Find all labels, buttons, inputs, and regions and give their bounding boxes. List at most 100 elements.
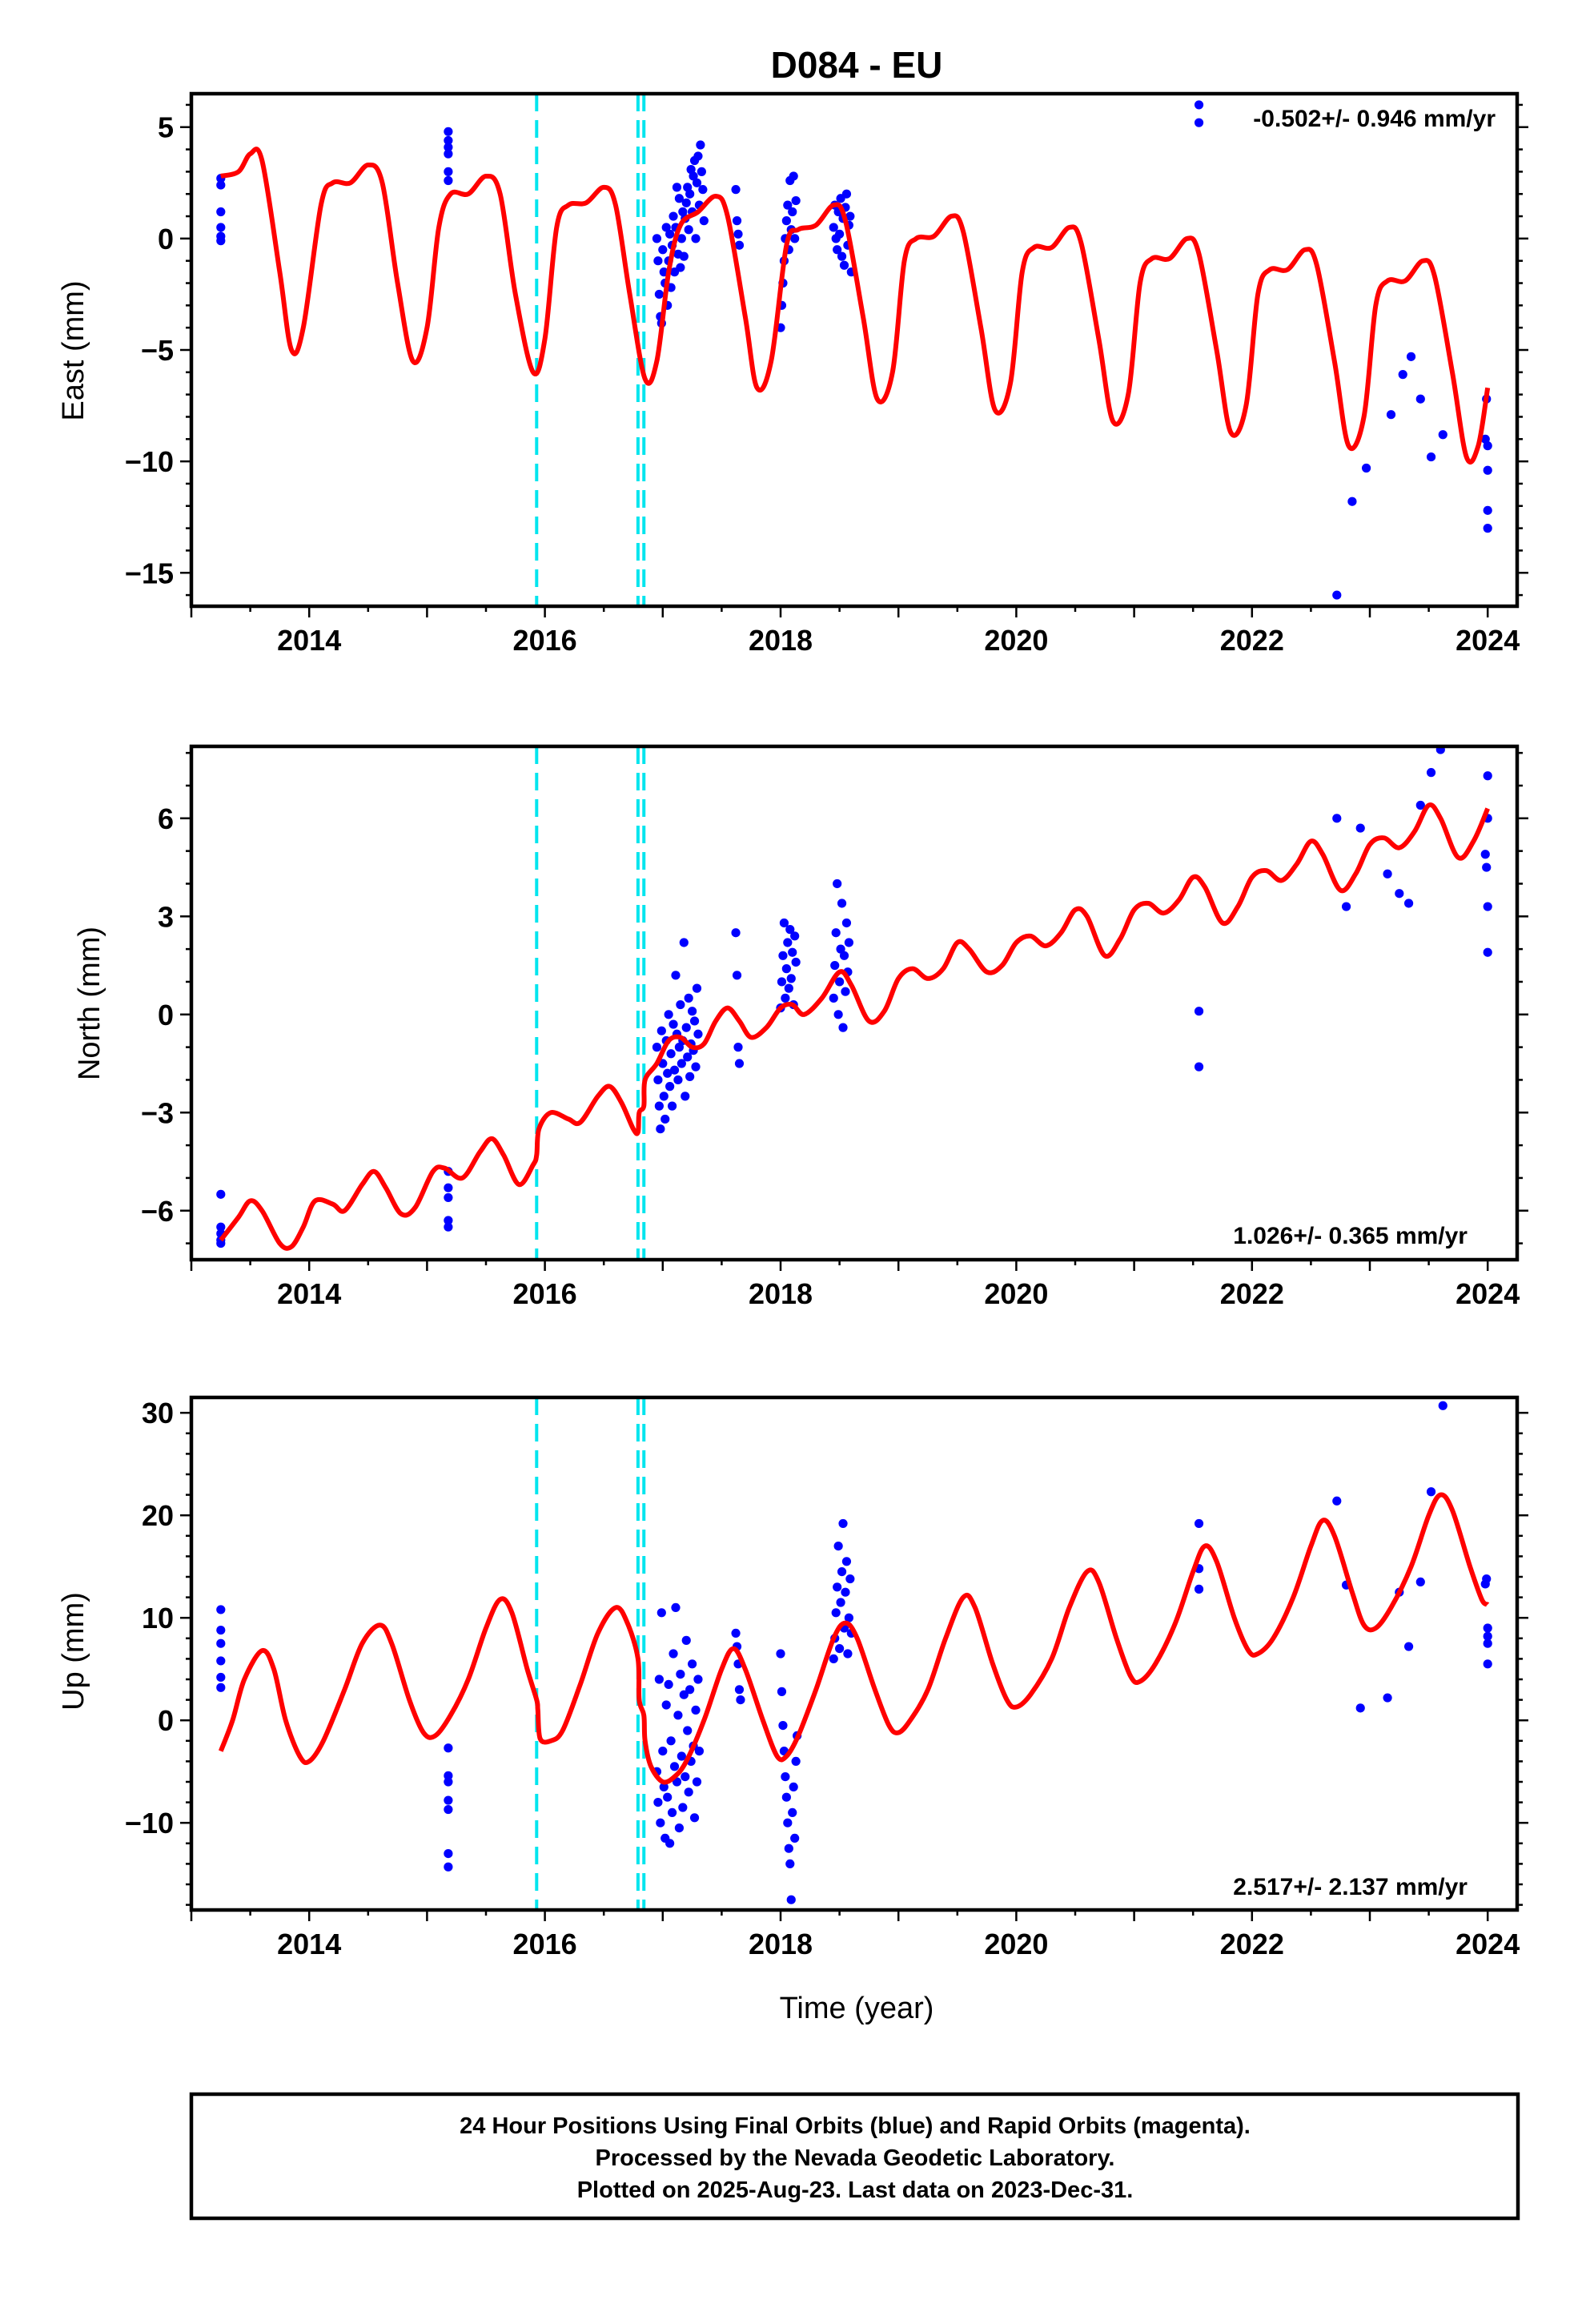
up-data-point: [1403, 1642, 1414, 1651]
east-data-point: [216, 236, 226, 246]
up-ytick-label: 0: [158, 1704, 174, 1737]
up-data-point: [1426, 1487, 1436, 1497]
north-data-point: [656, 1026, 666, 1035]
up-data-point: [776, 1649, 785, 1659]
up-rate-label: 2.517+/- 2.137 mm/yr: [1233, 1874, 1468, 1900]
up-data-point: [671, 1602, 681, 1612]
east-model-line: [220, 147, 1491, 464]
east-data-point: [845, 211, 855, 221]
north-data-point: [781, 964, 791, 974]
north-model-line: [219, 802, 1490, 1251]
north-data-point: [1426, 768, 1436, 778]
up-data-point: [674, 1823, 685, 1833]
footer-box: 24 Hour Positions Using Final Orbits (bl…: [189, 2092, 1520, 2221]
north-data-point: [671, 971, 681, 980]
east-data-point: [696, 140, 705, 150]
up-xtick-label: 2014: [277, 1928, 341, 1960]
up-data-point: [1483, 1638, 1492, 1648]
up-data-point: [1483, 1659, 1492, 1669]
east-data-point: [833, 245, 842, 255]
east-data-point: [444, 149, 453, 159]
east-data-point: [677, 234, 686, 243]
north-data-point: [833, 879, 842, 889]
east-data-point: [1332, 590, 1342, 600]
up-data-point: [677, 1751, 686, 1761]
north-data-point: [786, 974, 796, 983]
up-ytick-label: 20: [142, 1499, 174, 1532]
east-xtick-label: 2014: [277, 624, 341, 657]
north-data-point: [216, 1189, 226, 1199]
up-data-point: [841, 1557, 852, 1566]
north-data-point: [691, 1062, 701, 1072]
north-data-point: [681, 1092, 690, 1101]
up-data-point: [833, 1582, 842, 1592]
up-data-point: [669, 1649, 678, 1659]
east-ytick-label: −10: [125, 445, 174, 478]
east-data-point: [444, 167, 453, 176]
north-data-point: [1332, 814, 1342, 823]
north-data-point: [666, 1049, 676, 1059]
up-data-point: [841, 1587, 850, 1597]
up-data-point: [444, 1804, 453, 1815]
east-panel: East (mm) -0.502+/- 0.946 mm/yr 2014 2016…: [57, 91, 1528, 657]
north-data-point: [1194, 1062, 1204, 1072]
east-xtick-label: 2022: [1220, 624, 1284, 657]
east-data-point: [216, 207, 226, 217]
up-data-point: [786, 1895, 796, 1904]
north-data-point: [785, 925, 795, 935]
north-data-point: [692, 983, 702, 993]
up-data-point: [1355, 1703, 1365, 1713]
up-xtick-label: 2016: [513, 1928, 577, 1960]
north-data-point: [844, 938, 853, 947]
east-data-point: [732, 216, 742, 226]
east-data-point: [1483, 465, 1492, 475]
east-data-point: [783, 200, 793, 210]
north-data-point: [836, 944, 845, 954]
up-data-point: [667, 1807, 677, 1817]
up-ytick-label: 10: [142, 1602, 174, 1634]
east-data-point: [674, 194, 685, 203]
north-panel: North (mm) 1.026+/- 0.365 mm/yr 2014 2016…: [73, 744, 1528, 1310]
north-data-point: [216, 1222, 226, 1232]
east-data-point: [658, 245, 668, 255]
north-data-point: [1395, 889, 1404, 899]
up-model-line: [219, 1492, 1490, 1785]
up-xtick-label: 2018: [749, 1928, 813, 1960]
up-plot-area: [216, 1397, 1492, 1910]
north-data-point: [444, 1216, 453, 1225]
north-data-point: [663, 1068, 673, 1078]
up-data-point: [216, 1683, 226, 1692]
north-data-point: [841, 918, 852, 928]
footer-line-3: Plotted on 2025-Aug-23. Last data on 202…: [577, 2177, 1134, 2203]
east-data-point: [1361, 463, 1371, 473]
north-data-point: [654, 1101, 664, 1111]
up-data-point: [845, 1574, 855, 1584]
east-ytick-label: 0: [158, 223, 174, 255]
north-data-point: [833, 1010, 843, 1019]
north-data-point: [783, 938, 793, 947]
east-data-point: [681, 198, 691, 207]
north-data-point: [835, 977, 845, 987]
up-data-point: [444, 1777, 453, 1787]
east-data-point: [841, 189, 852, 199]
up-xtick-label: 2020: [984, 1928, 1048, 1960]
up-data-point: [656, 1818, 665, 1827]
up-data-point: [679, 1690, 689, 1699]
east-data-point: [679, 251, 689, 261]
north-xtick-label: 2014: [277, 1277, 341, 1310]
north-data-point: [841, 987, 850, 996]
east-data-point: [665, 229, 675, 239]
up-data-point: [1438, 1401, 1447, 1410]
east-data-point: [829, 223, 838, 232]
up-data-point: [734, 1685, 745, 1695]
up-data-point: [785, 1859, 795, 1868]
north-data-point: [1355, 823, 1365, 833]
up-data-point: [216, 1656, 226, 1666]
up-data-point: [694, 1747, 705, 1756]
east-data-point: [216, 223, 226, 232]
up-data-point: [781, 1792, 791, 1802]
east-data-point: [790, 234, 800, 243]
up-data-point: [216, 1625, 226, 1635]
north-data-point: [1483, 947, 1492, 957]
